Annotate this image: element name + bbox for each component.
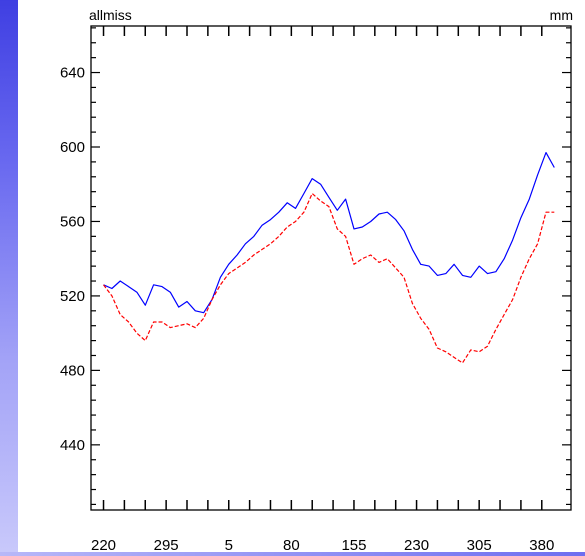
series-line-1 xyxy=(103,152,555,314)
plot-lines xyxy=(103,152,555,364)
x-tick-label: 380 xyxy=(529,537,554,554)
x-axis: 220 295 5 80 155 230 305 380 xyxy=(91,26,554,554)
y-tick-label: 520 xyxy=(60,288,85,305)
x-tick-label: 80 xyxy=(283,537,300,554)
y-tick-label: 640 xyxy=(60,65,85,82)
x-tick-label: 230 xyxy=(404,537,429,554)
x-tick-label: 220 xyxy=(91,537,116,554)
x-tick-label: 295 xyxy=(154,537,179,554)
y-tick-label: 480 xyxy=(60,362,85,379)
y-axis: 440 480 520 560 600 640 xyxy=(60,27,571,506)
y-tick-label: 600 xyxy=(60,139,85,156)
x-tick-label: 5 xyxy=(225,537,233,554)
y-tick-label: 560 xyxy=(60,213,85,230)
plot-frame xyxy=(90,25,572,511)
chart-title-right: mm xyxy=(550,7,573,23)
chart-title-left: allmiss xyxy=(89,7,132,23)
x-tick-label: 155 xyxy=(341,537,366,554)
series-line-2 xyxy=(103,192,555,364)
y-tick-label: 440 xyxy=(60,437,85,454)
side-gradient-strip xyxy=(0,0,18,556)
x-tick-label: 305 xyxy=(467,537,492,554)
bottom-gradient-strip xyxy=(0,552,585,556)
